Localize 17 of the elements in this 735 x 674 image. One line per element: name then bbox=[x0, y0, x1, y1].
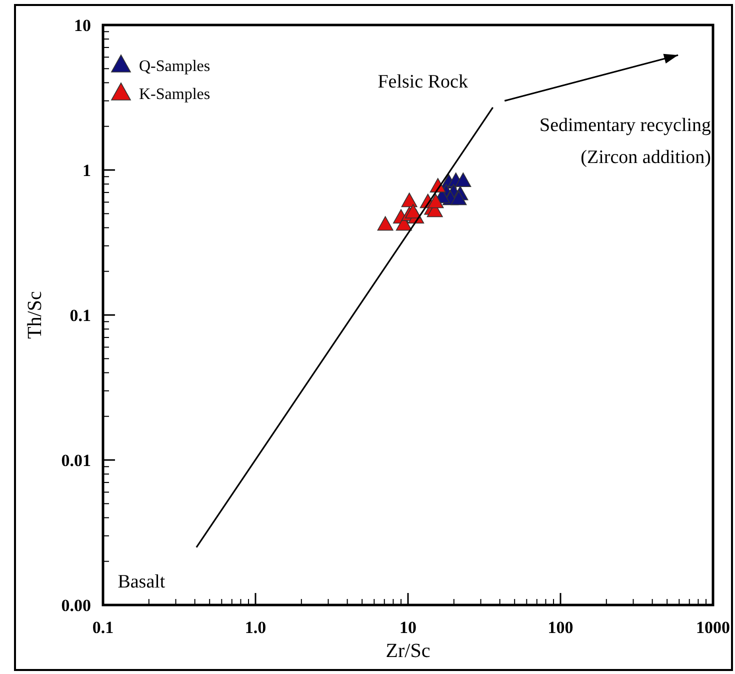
annotation: Felsic Rock bbox=[378, 71, 468, 92]
y-axis-title: Th/Sc bbox=[24, 290, 46, 339]
annotation: Basalt bbox=[118, 571, 166, 592]
y-tick-label: 0.00 bbox=[61, 596, 91, 615]
legend-label: Q-Samples bbox=[139, 58, 210, 75]
y-tick-label: 1 bbox=[82, 161, 91, 180]
y-tick-label: 0.01 bbox=[61, 451, 91, 470]
x-tick-label: 1.0 bbox=[244, 618, 266, 637]
x-axis-title: Zr/Sc bbox=[386, 640, 430, 662]
x-tick-label: 10 bbox=[400, 618, 416, 637]
x-tick-label: 0.1 bbox=[92, 618, 114, 637]
y-tick-label: 10 bbox=[74, 16, 91, 35]
y-tick-label: 0.1 bbox=[70, 306, 91, 325]
x-tick-label: 1000 bbox=[696, 618, 730, 637]
x-tick-label: 100 bbox=[548, 618, 574, 637]
legend-label: K-Samples bbox=[139, 86, 210, 103]
annotation: Sedimentary recycling (Zircon addition) bbox=[540, 114, 712, 168]
